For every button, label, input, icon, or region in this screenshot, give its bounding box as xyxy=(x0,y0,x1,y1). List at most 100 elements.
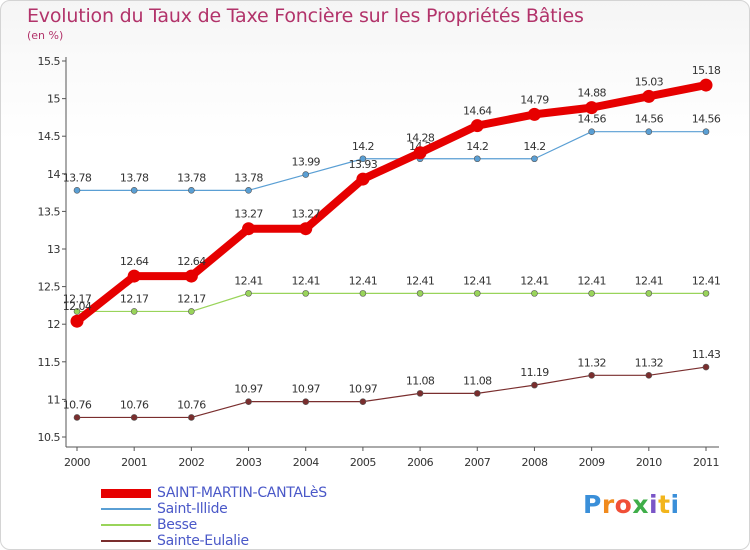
data-point xyxy=(645,290,653,297)
legend-item-saint-illide: Saint-Illide xyxy=(101,501,327,517)
legend-item-besse: Besse xyxy=(101,517,327,533)
x-tick-label: 2010 xyxy=(636,456,662,469)
data-point xyxy=(416,290,424,297)
data-label: 13.27 xyxy=(234,208,263,221)
data-label: 13.78 xyxy=(120,171,149,184)
data-label: 10.97 xyxy=(349,383,378,396)
data-point xyxy=(302,171,310,178)
data-label: 10.76 xyxy=(120,398,149,411)
y-tick-label: 14 xyxy=(47,168,60,181)
data-label: 12.64 xyxy=(120,255,149,268)
x-tick-label: 2008 xyxy=(521,456,547,469)
data-label: 13.78 xyxy=(177,171,206,184)
chart-title: Evolution du Taux de Taxe Foncière sur l… xyxy=(27,5,584,27)
data-point xyxy=(299,222,313,236)
series-line-saint-martin-cantal-s xyxy=(73,81,710,326)
data-label: 12.41 xyxy=(349,274,378,287)
y-tick-label: 14.5 xyxy=(38,130,61,143)
data-point xyxy=(188,187,195,194)
data-point xyxy=(702,363,710,371)
x-tick-label: 2002 xyxy=(178,456,204,469)
data-label: 13.78 xyxy=(63,171,92,184)
data-label: 15.03 xyxy=(635,75,664,88)
logo-letter: P xyxy=(583,490,602,519)
legend-label-besse: Besse xyxy=(157,517,197,533)
data-point xyxy=(73,308,81,315)
logo-letter: o xyxy=(614,490,633,519)
x-tick-label: 2005 xyxy=(350,456,376,469)
data-point xyxy=(531,381,538,389)
data-point xyxy=(245,398,252,405)
legend-swatch-sainte-eulalie xyxy=(101,540,151,542)
data-label: 12.64 xyxy=(177,255,206,268)
data-point xyxy=(73,414,81,421)
series-line-sainte-eulalie xyxy=(76,366,707,419)
data-label: 11.32 xyxy=(635,356,664,369)
data-point xyxy=(302,398,310,405)
data-point xyxy=(588,372,595,379)
data-label: 14.2 xyxy=(466,140,488,153)
data-label: 14.2 xyxy=(352,140,374,153)
logo-letter: x xyxy=(632,490,649,519)
x-tick-label: 2000 xyxy=(64,456,90,469)
data-point xyxy=(470,119,484,133)
data-point xyxy=(242,222,256,236)
data-point xyxy=(413,146,427,160)
data-point xyxy=(359,290,367,297)
data-label: 12.41 xyxy=(406,274,435,287)
data-point xyxy=(588,128,595,135)
data-point xyxy=(70,314,84,328)
x-tick-label: 2003 xyxy=(236,456,262,469)
x-tick-label: 2006 xyxy=(407,456,433,469)
legend-label-sainte-eulalie: Sainte-Eulalie xyxy=(157,533,249,549)
data-point xyxy=(184,269,198,283)
data-label: 14.64 xyxy=(463,105,492,118)
legend-swatch-besse xyxy=(101,524,151,526)
data-point xyxy=(73,187,81,194)
data-point xyxy=(699,78,713,92)
y-tick-label: 10.5 xyxy=(38,431,61,444)
data-point xyxy=(245,290,252,297)
data-label: 12.17 xyxy=(120,292,149,305)
legend-label-saint-martin-cantales: SAINT-MARTIN-CANTALèS xyxy=(157,485,327,501)
data-label: 12.17 xyxy=(63,292,92,305)
data-label: 12.41 xyxy=(520,274,549,287)
data-point xyxy=(416,390,424,397)
legend-item-saint-martin-cantales: SAINT-MARTIN-CANTALèS xyxy=(101,485,327,501)
data-point xyxy=(473,290,481,297)
legend-swatch-saint-martin-cantales xyxy=(101,488,151,498)
data-point xyxy=(642,89,656,103)
data-label: 10.76 xyxy=(63,398,92,411)
data-label: 13.78 xyxy=(234,171,263,184)
y-tick-label: 11.5 xyxy=(38,356,61,369)
x-tick-label: 2011 xyxy=(693,456,719,469)
data-point xyxy=(527,107,541,121)
data-point xyxy=(188,308,195,315)
data-point xyxy=(531,155,538,163)
data-label: 11.19 xyxy=(520,366,549,379)
logo-letter: r xyxy=(601,490,615,519)
data-label: 13.93 xyxy=(349,158,378,171)
data-label: 14.56 xyxy=(692,113,721,126)
legend-swatch-saint-illide xyxy=(101,508,151,510)
data-point xyxy=(359,398,367,405)
data-label: 13.99 xyxy=(291,156,320,169)
y-tick-label: 12.5 xyxy=(38,281,61,294)
data-label: 14.79 xyxy=(520,93,549,106)
data-point xyxy=(359,155,367,163)
data-label: 12.41 xyxy=(577,274,606,287)
data-label: 13.27 xyxy=(291,208,320,221)
data-label: 11.08 xyxy=(463,374,492,387)
data-label: 12.04 xyxy=(63,300,92,313)
logo-letter: i xyxy=(649,490,659,519)
logo-letter: i xyxy=(670,490,680,519)
data-point xyxy=(188,414,195,421)
data-label: 12.41 xyxy=(291,274,320,287)
data-point xyxy=(245,187,252,194)
data-label: 12.41 xyxy=(234,274,263,287)
series-line-saint-illide xyxy=(76,131,707,191)
data-label: 14.2 xyxy=(523,140,545,153)
x-tick-label: 2009 xyxy=(579,456,605,469)
series-line-besse xyxy=(76,292,707,313)
